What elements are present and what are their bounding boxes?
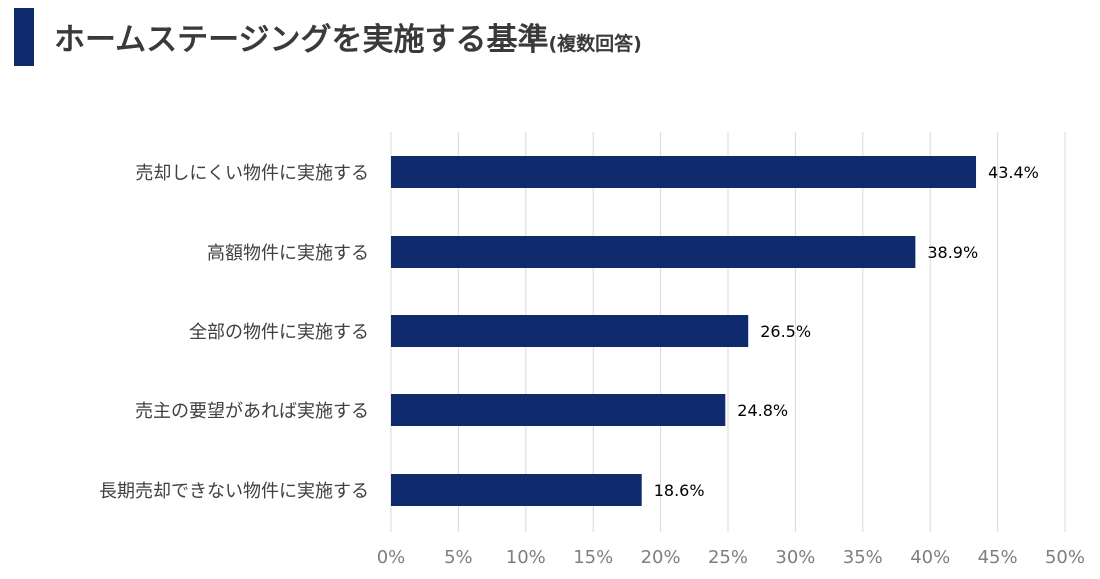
- x-tick-label: 20%: [641, 547, 681, 568]
- category-label: 高額物件に実施する: [207, 243, 369, 264]
- data-label: 38.9%: [927, 243, 978, 262]
- bar: [391, 315, 749, 347]
- title-accent-bar: [14, 8, 34, 66]
- category-label: 売主の要望があれば実施する: [135, 401, 369, 422]
- x-tick-label: 30%: [775, 547, 815, 568]
- data-label: 24.8%: [737, 401, 788, 420]
- category-label: 長期売却できない物件に実施する: [99, 481, 369, 502]
- data-label: 43.4%: [988, 163, 1039, 182]
- x-tick-label: 10%: [506, 547, 546, 568]
- bar: [391, 156, 977, 188]
- category-label: 売却しにくい物件に実施する: [135, 163, 369, 184]
- x-tick-label: 45%: [978, 547, 1018, 568]
- bar: [391, 394, 726, 426]
- x-tick-label: 0%: [377, 547, 406, 568]
- x-tick-label: 15%: [573, 547, 613, 568]
- chart-title: ホームステージングを実施する基準(複数回答): [54, 14, 642, 59]
- data-label: 18.6%: [654, 481, 705, 500]
- x-tick-label: 5%: [444, 547, 473, 568]
- chart-title-sub: (複数回答): [548, 33, 642, 55]
- x-tick-label: 35%: [843, 547, 883, 568]
- category-label: 全部の物件に実施する: [189, 322, 369, 343]
- x-tick-label: 25%: [708, 547, 748, 568]
- chart-title-main: ホームステージングを実施する基準: [54, 22, 549, 58]
- bar: [391, 474, 642, 506]
- bar: [391, 236, 916, 268]
- data-label: 26.5%: [760, 322, 811, 341]
- x-tick-label: 50%: [1045, 547, 1085, 568]
- x-tick-label: 40%: [910, 547, 950, 568]
